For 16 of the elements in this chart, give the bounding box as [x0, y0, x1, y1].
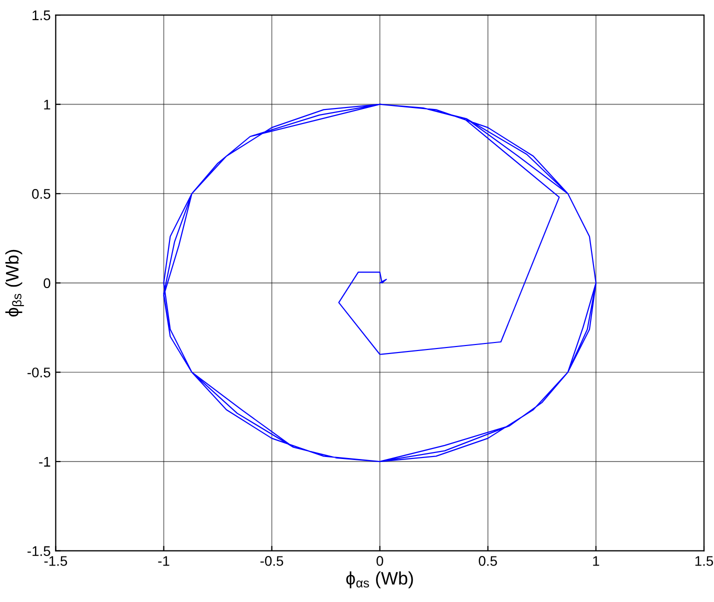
x-tick-label: -1	[158, 556, 170, 566]
y-tick-label: -1	[39, 457, 50, 467]
line-series	[163, 104, 597, 462]
x-tick-label: 1.5	[695, 556, 714, 566]
x-tick-label: 0.5	[478, 556, 497, 566]
x-tick-label: 0	[376, 556, 384, 566]
y-tick-label: 0.5	[32, 188, 50, 199]
y-tick-label: -0.5	[28, 368, 50, 378]
y-axis-title: ϕ$_{βs}$ (Wb)	[5, 250, 24, 317]
y-tick-label: -1.5	[28, 546, 50, 556]
x-axis-title: ϕ$_{αs}$ (Wb)	[346, 571, 413, 588]
x-tick-label: -0.5	[260, 556, 284, 566]
x-tick-label: 1	[593, 556, 600, 566]
y-tick-label: 1.5	[32, 10, 50, 20]
y-tick-label: 1	[44, 100, 50, 110]
y-tick-label: 0	[44, 278, 50, 288]
